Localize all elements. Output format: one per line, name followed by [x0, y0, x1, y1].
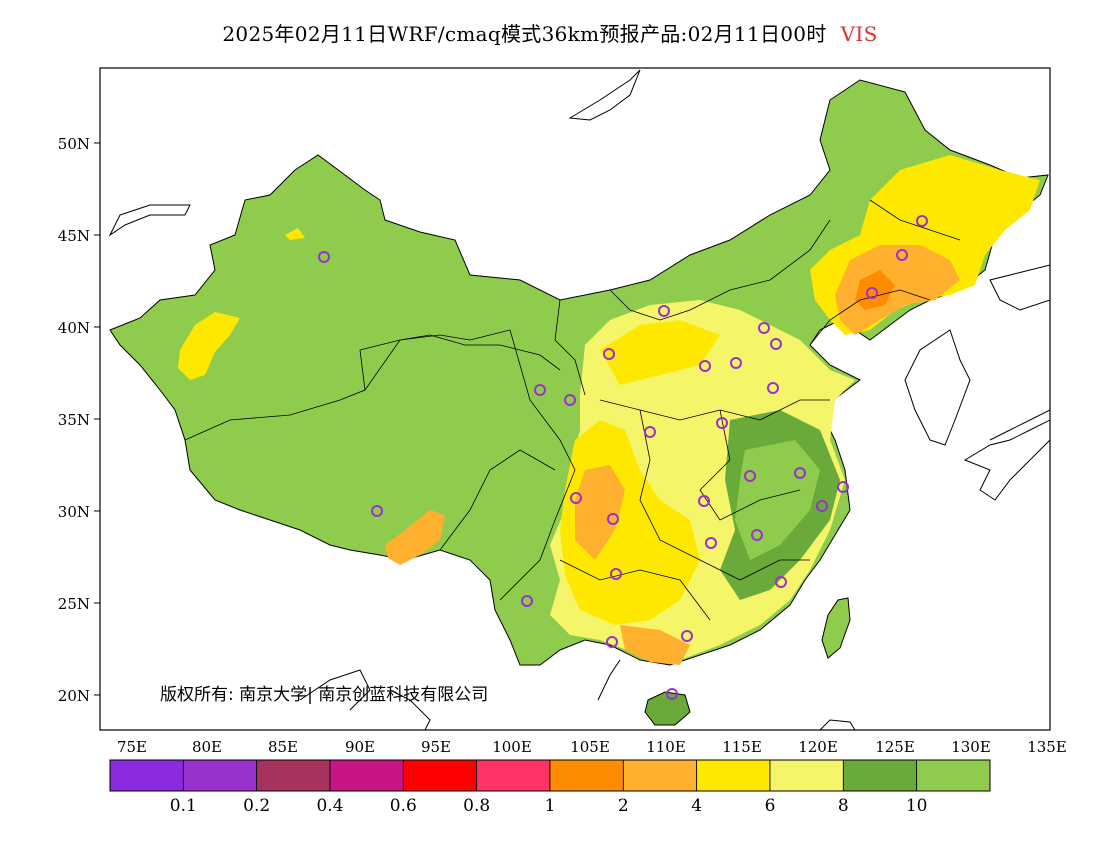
lon-label: 110E [646, 738, 686, 756]
station-marker [603, 348, 615, 360]
lon-label: 85E [268, 738, 298, 756]
station-marker [705, 537, 717, 549]
hainan-island [644, 691, 691, 726]
vis-zone-tibet-patch [385, 510, 445, 565]
lon-label: 105E [570, 738, 610, 756]
legend-label: 8 [838, 796, 849, 816]
station-marker [751, 529, 763, 541]
station-marker [681, 630, 693, 642]
station-marker [775, 576, 787, 588]
taiwan-island [821, 597, 851, 659]
lon-label: 125E [875, 738, 915, 756]
vis-zone-yellow-north [600, 320, 720, 385]
lat-labels: 50N 45N 40N 35N 30N 25N 20N [58, 135, 90, 705]
legend-label: 6 [765, 796, 776, 816]
lon-labels: 75E 80E 85E 90E 95E 100E 105E 110E 115E … [117, 738, 1067, 756]
station-marker [318, 251, 330, 263]
station-marker [534, 384, 546, 396]
title-variable: VIS [840, 22, 878, 46]
legend-bar [109, 759, 991, 792]
legend-swatch [109, 759, 184, 792]
station-markers [318, 215, 928, 700]
station-marker [699, 360, 711, 372]
lat-label: 40N [58, 319, 90, 337]
station-marker [570, 492, 582, 504]
station-marker [816, 500, 828, 512]
vis-zone-xinjiang-patch [178, 312, 240, 380]
station-marker [758, 322, 770, 334]
station-marker [606, 636, 618, 648]
lat-label: 30N [58, 503, 90, 521]
legend-swatch [182, 759, 258, 792]
lon-label: 100E [492, 738, 532, 756]
lon-label: 95E [421, 738, 451, 756]
legend-label: 0.8 [463, 796, 490, 816]
legend-label: 2 [618, 796, 629, 816]
station-marker [521, 595, 533, 607]
station-marker [716, 417, 728, 429]
station-marker [916, 215, 928, 227]
station-marker [767, 382, 779, 394]
title-text: 2025年02月11日WRF/cmaq模式36km预报产品:02月11日00时 [222, 22, 827, 46]
station-marker [610, 568, 622, 580]
legend-swatch [256, 759, 331, 792]
station-marker [564, 394, 576, 406]
neighbor-coastlines [108, 69, 1050, 730]
lat-label: 35N [58, 411, 90, 429]
vis-zone-orange-west [575, 465, 625, 560]
legend-labels: 0.1 0.2 0.4 0.6 0.8 1 2 4 6 8 10 [170, 796, 928, 816]
legend-label: 0.4 [316, 796, 343, 816]
lon-label: 130E [951, 738, 991, 756]
legend-swatch [402, 759, 478, 792]
lon-label: 135E [1027, 738, 1067, 756]
station-marker [730, 357, 742, 369]
map-frame-border [99, 67, 1051, 731]
legend-swatch [329, 759, 404, 792]
legend-border [109, 759, 991, 792]
legend-swatch [622, 759, 698, 792]
legend-swatch [696, 759, 771, 792]
vis-zone-dzungaria-patch [285, 228, 305, 240]
vis-zone-orange-sw [620, 625, 690, 665]
station-marker [658, 305, 670, 317]
lat-label: 20N [58, 687, 90, 705]
station-marker [896, 249, 908, 261]
lat-axis [94, 142, 100, 696]
station-marker [770, 338, 782, 350]
province-borders [184, 199, 961, 621]
legend-swatch [916, 759, 991, 792]
station-marker [744, 470, 756, 482]
vis-zone-ne-orange [835, 245, 960, 335]
lat-label: 25N [58, 595, 90, 613]
station-marker [866, 287, 878, 299]
lat-label: 50N [58, 135, 90, 153]
legend-swatch [476, 759, 551, 792]
legend-label: 0.6 [390, 796, 417, 816]
lat-label: 45N [58, 227, 90, 245]
station-marker [607, 513, 619, 525]
station-marker [666, 688, 678, 700]
station-marker [837, 481, 849, 493]
legend-label: 10 [906, 796, 928, 816]
legend-swatch [842, 759, 918, 792]
lon-label: 75E [117, 738, 147, 756]
legend-label: 0.2 [243, 796, 270, 816]
legend-label: 1 [545, 796, 556, 816]
lon-label: 120E [798, 738, 838, 756]
legend-label: 4 [691, 796, 702, 816]
legend-label: 0.1 [170, 796, 197, 816]
map-title: 2025年02月11日WRF/cmaq模式36km预报产品:02月11日00时 V… [0, 18, 1100, 47]
station-marker [794, 467, 806, 479]
legend-swatch [549, 759, 624, 792]
lon-label: 90E [345, 738, 375, 756]
station-marker [644, 426, 656, 438]
station-marker [371, 505, 383, 517]
lon-label: 80E [192, 738, 222, 756]
lon-label: 115E [722, 738, 762, 756]
copyright-text: 版权所有: 南京大学| 南京创蓝科技有限公司 [160, 685, 489, 705]
station-marker [698, 495, 710, 507]
legend-swatch [769, 759, 844, 792]
map-content [108, 69, 1050, 730]
